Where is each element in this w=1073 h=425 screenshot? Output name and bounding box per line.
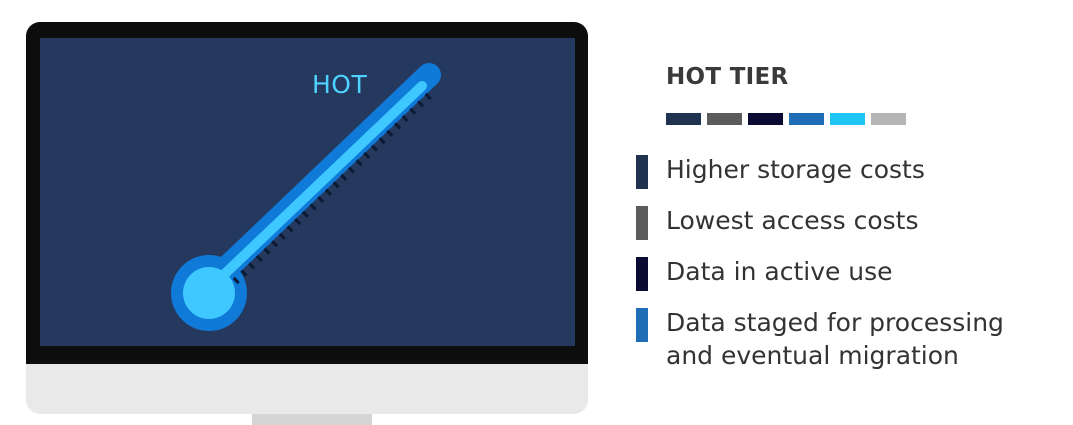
thermometer-ticks (232, 92, 432, 285)
feature-text: Data staged for processing and eventual … (666, 308, 1004, 370)
feature-text: Lowest access costs (666, 206, 919, 235)
thermometer-tick (263, 247, 271, 255)
monitor-stand (252, 414, 372, 425)
thermometer-tick (409, 107, 417, 115)
thermometer-tick (401, 115, 409, 123)
thermometer-tick (255, 254, 263, 262)
thermometer-tick (309, 203, 317, 211)
thermometer-tick (340, 173, 348, 182)
feature-text: Higher storage costs (666, 155, 925, 184)
feature-item: Data staged for processing and eventual … (636, 306, 1066, 372)
thermometer-icon (171, 63, 441, 331)
feature-bar (636, 155, 648, 189)
feature-item: Data in active use (636, 255, 1066, 291)
thermometer-tick (386, 129, 394, 137)
feature-text: Data in active use (666, 257, 893, 286)
swatch (871, 113, 906, 125)
thermometer-tick (347, 166, 355, 174)
thermometer-tick (332, 181, 340, 189)
feature-item: Lowest access costs (636, 204, 1066, 240)
thermometer-tick (301, 210, 309, 218)
feature-item: Higher storage costs (636, 153, 1066, 189)
swatch (666, 113, 701, 125)
swatch (789, 113, 824, 125)
swatch (707, 113, 742, 125)
thermometer-tick (417, 100, 425, 108)
thermometer-tick (248, 262, 256, 270)
swatch (748, 113, 783, 125)
thermometer-tick (394, 122, 402, 130)
feature-bar (636, 308, 648, 342)
hot-label: HOT (312, 70, 368, 99)
thermometer-tick (278, 232, 286, 240)
thermometer-tick (294, 218, 302, 226)
thermometer-tick (271, 240, 279, 248)
thermometer-tick (317, 195, 325, 204)
thermometer-tick (240, 269, 248, 277)
thermometer-tick (324, 188, 332, 196)
color-swatches (666, 113, 906, 125)
thermometer-tick (355, 159, 363, 167)
monitor-chin (26, 364, 588, 414)
thermometer-tick (286, 225, 294, 233)
feature-bar (636, 206, 648, 240)
thermometer-tick (232, 276, 240, 285)
swatch (830, 113, 865, 125)
thermometer-tick (363, 151, 371, 159)
thermometer-tick (370, 144, 378, 152)
thermometer-tick (424, 92, 432, 101)
tier-title: HOT TIER (666, 64, 789, 90)
thermometer-tick (378, 137, 386, 145)
feature-bar (636, 257, 648, 291)
